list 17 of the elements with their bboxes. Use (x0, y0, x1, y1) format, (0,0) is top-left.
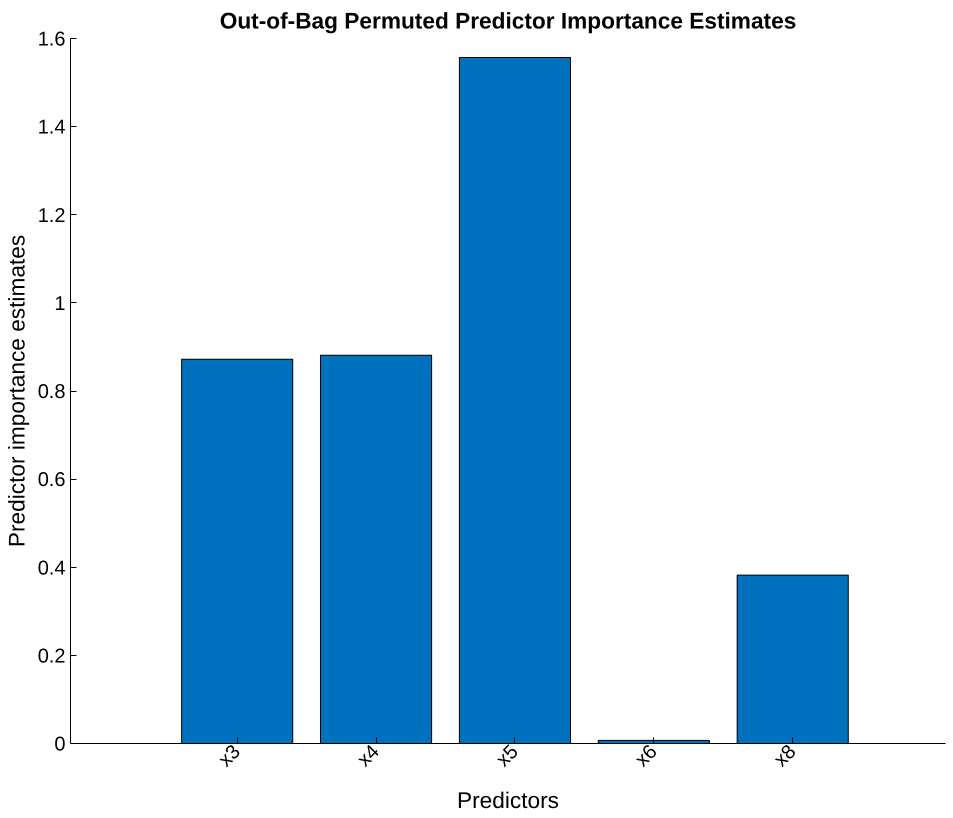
y-tick-label: 0.6 (38, 469, 66, 492)
y-tick-label: 0.2 (38, 645, 66, 668)
y-tick-label: 1.2 (38, 204, 66, 227)
x-tick-label: x5 (492, 740, 523, 772)
x-tick-label: x4 (353, 740, 384, 772)
x-tick-label: x8 (770, 740, 800, 772)
y-tick-label: 1.6 (38, 28, 66, 50)
x-axis-title: Predictors (457, 786, 560, 813)
y-tick-label: 1.4 (38, 116, 66, 139)
y-axis-title: Predictor importance estimates (4, 234, 30, 548)
y-tick-label: 1 (54, 292, 66, 315)
y-tick-label: 0.4 (38, 557, 66, 580)
y-tick-label: 0 (54, 734, 66, 756)
x-tick-label: x6 (631, 740, 662, 772)
chart-title: Out-of-Bag Permuted Predictor Importance Estimates (220, 8, 796, 34)
y-tick-label: 0.8 (38, 381, 66, 403)
x-tick-label: x3 (214, 740, 245, 772)
